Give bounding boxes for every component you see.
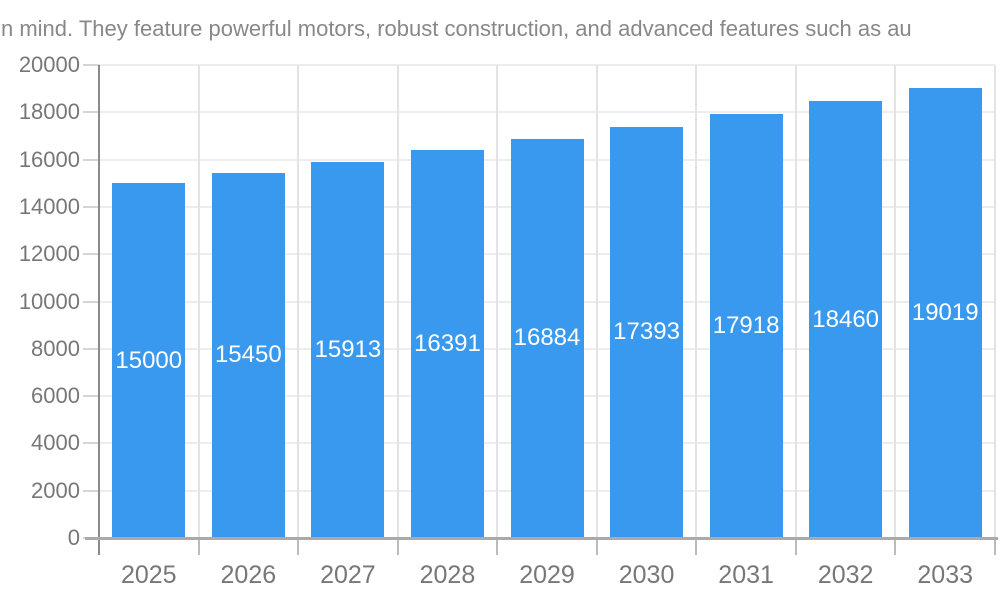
y-axis-line <box>98 65 100 555</box>
x-axis-tick <box>894 538 897 555</box>
y-axis-tick <box>83 158 99 161</box>
gridline-v <box>595 65 598 538</box>
bar: 15913 <box>311 161 385 538</box>
bar: 17393 <box>610 126 684 538</box>
bar: 16884 <box>510 138 584 538</box>
x-axis-tick <box>695 538 698 555</box>
y-axis-label: 12000 <box>18 241 80 267</box>
y-axis-label: 8000 <box>31 335 80 361</box>
gridline-v <box>994 65 996 538</box>
x-axis-label: 2027 <box>320 561 376 589</box>
gridline-v <box>695 65 698 538</box>
bar-value-label: 15913 <box>314 335 382 363</box>
gridline-h <box>99 111 995 114</box>
gridline-v <box>197 65 200 538</box>
y-axis-tick <box>83 111 99 114</box>
bar-value-label: 18460 <box>812 305 880 333</box>
bar-value-label: 15000 <box>115 346 183 374</box>
gridline-h <box>99 64 995 66</box>
bar: 15000 <box>112 183 186 538</box>
x-axis-tick <box>197 538 200 555</box>
x-axis-line <box>85 537 998 540</box>
bar: 15450 <box>211 172 285 538</box>
bar-value-label: 17918 <box>712 312 780 340</box>
y-axis-tick <box>83 442 99 445</box>
y-axis-label: 20000 <box>18 52 80 77</box>
bar: 16391 <box>410 150 484 538</box>
gridline-v <box>794 65 797 538</box>
x-axis-tick <box>794 538 797 555</box>
bar: 17918 <box>709 114 783 538</box>
bar-value-label: 15450 <box>214 341 282 369</box>
x-axis-tick <box>297 538 300 555</box>
x-axis-label: 2032 <box>817 561 874 589</box>
y-axis-label: 4000 <box>31 430 80 456</box>
y-axis-tick <box>83 64 99 66</box>
y-axis-label: 2000 <box>31 477 80 503</box>
x-axis-label: 2030 <box>618 561 675 589</box>
gridline-v <box>396 65 399 538</box>
y-axis-label: 0 <box>67 525 80 550</box>
y-axis-tick <box>83 205 99 208</box>
y-axis-tick <box>83 300 99 303</box>
y-axis-tick <box>83 253 99 256</box>
bar-value-label: 17393 <box>613 318 680 346</box>
y-axis-label: 14000 <box>18 193 80 219</box>
bar-value-label: 16391 <box>414 330 481 358</box>
x-axis-tick <box>994 538 996 555</box>
y-axis-label: 10000 <box>18 288 80 314</box>
x-axis-tick <box>496 538 499 555</box>
x-axis-label: 2025 <box>120 561 177 589</box>
y-axis-tick <box>83 347 99 350</box>
bar: 18460 <box>809 101 883 538</box>
x-axis-tick <box>595 538 598 555</box>
gridline-v <box>894 65 897 538</box>
x-axis-label: 2028 <box>419 561 476 589</box>
y-axis-tick <box>83 489 99 492</box>
gridline-v <box>496 65 499 538</box>
gridline-v <box>297 65 300 538</box>
bar-value-label: 16884 <box>513 324 581 352</box>
bar: 19019 <box>908 88 982 538</box>
x-axis-label: 2033 <box>917 561 974 589</box>
y-axis-label: 6000 <box>31 383 80 409</box>
y-axis-label: 16000 <box>18 146 80 172</box>
x-axis-label: 2026 <box>220 561 277 589</box>
chart-title: n mind. They feature powerful motors, ro… <box>1 16 912 41</box>
x-axis-label: 2029 <box>519 561 575 589</box>
x-axis-label: 2031 <box>718 561 774 589</box>
x-axis-tick <box>396 538 399 555</box>
y-axis-tick <box>83 395 99 398</box>
y-axis-label: 18000 <box>18 99 80 125</box>
bar-value-label: 19019 <box>911 299 979 327</box>
